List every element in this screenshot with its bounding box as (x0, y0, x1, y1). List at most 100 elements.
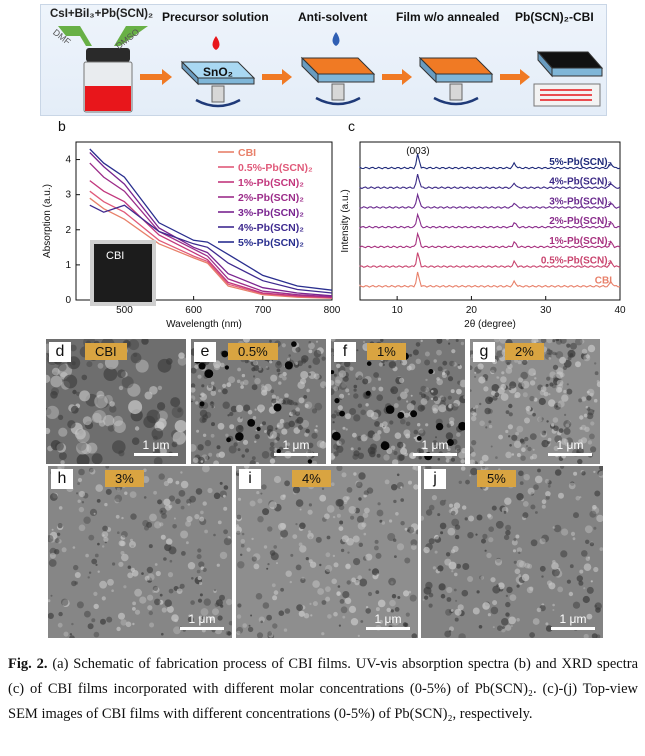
sem-scale-bar: 1 μm (548, 438, 592, 456)
sem-texture (236, 466, 418, 638)
sem-panel-j: j 5% 1 μm (421, 466, 603, 638)
absorption-chart: 500 600 700 800 0 1 2 3 4 Wavelength (nm) Absorpti… (42, 141, 341, 330)
sem-panel-h: h 3% 1 μm (48, 466, 232, 638)
process-arrow-3 (382, 69, 412, 85)
xrd-line-2 (359, 192, 621, 209)
sem-panel-letter: f (334, 342, 356, 362)
schematic-drawing (58, 26, 604, 113)
plot-frame (359, 141, 621, 301)
xrd-line-5 (359, 252, 621, 269)
xrd-series-label: 2%-Pb(SCN)₂ (549, 216, 612, 227)
reagents-label: CsI+BiI₃+Pb(SCN)₂ (50, 8, 154, 20)
x-tick-label: 800 (324, 305, 341, 316)
dmso-arrow (114, 26, 148, 46)
xrd-series-label: 1%-Pb(SCN)₂ (549, 236, 612, 247)
x-axis-label: Wavelength (nm) (166, 319, 242, 330)
substrate-antisolvent (300, 56, 376, 106)
substrate-cbi-annealed (533, 50, 604, 107)
vial-solution (85, 86, 131, 111)
sem-scale-line (366, 627, 410, 630)
xrd-series-label: CBI (595, 275, 612, 286)
sem-concentration-badge: 1% (367, 343, 406, 360)
x-tick-label: 30 (540, 305, 552, 316)
sem-concentration-badge: 5% (477, 470, 516, 487)
sno2-label: SnO₂ (203, 65, 233, 79)
sem-scale-line (274, 453, 318, 456)
cbi-film-photo: CBI (90, 240, 156, 306)
step-anti-solvent: Anti-solvent (298, 10, 368, 24)
sem-panel-e: e 0.5% 1 μm (191, 339, 326, 464)
step-film-unannealed: Film w/o annealed (396, 10, 500, 24)
y-axis-label: Absorption (a.u.) (42, 184, 53, 258)
caption-text: (a) Schematic of fabrication process of … (8, 656, 638, 722)
absorption-line-3 (89, 162, 333, 298)
sem-scale-label: 1 μm (374, 612, 402, 626)
sem-panel-d: d CBI 1 μm (46, 339, 186, 464)
y-tick-label: 2 (65, 225, 71, 236)
sem-scale-label: 1 μm (421, 438, 449, 452)
sem-concentration-badge: 2% (505, 343, 544, 360)
y-tick-label: 1 (65, 260, 71, 271)
sem-scale-bar: 1 μm (413, 438, 457, 456)
sem-scale-label: 1 μm (556, 438, 584, 452)
legend-entry: 3%-Pb(SCN)₂ (238, 207, 304, 219)
x-tick-label: 20 (466, 305, 478, 316)
sem-texture (470, 339, 600, 464)
sem-scale-line (134, 453, 178, 456)
sem-scale-bar: 1 μm (180, 612, 224, 630)
x-tick-label: 700 (254, 305, 271, 316)
sem-panel-letter: i (239, 469, 261, 489)
sem-scale-label: 1 μm (282, 438, 310, 452)
y-tick-label: 0 (65, 295, 71, 306)
xrd-line-3 (359, 212, 621, 229)
legend-entry: 4%-Pb(SCN)₂ (238, 222, 304, 234)
sem-texture (191, 339, 326, 464)
sem-texture (421, 466, 603, 638)
x-tick-label: 40 (614, 305, 626, 316)
xrd-series-label: 5%-Pb(SCN)₂ (549, 157, 612, 168)
sem-scale-bar: 1 μm (274, 438, 318, 456)
sem-concentration-badge: 4% (292, 470, 331, 487)
sem-scale-bar: 1 μm (366, 612, 410, 630)
x-tick-label: 10 (392, 305, 404, 316)
plot-frame (75, 141, 333, 301)
legend-entry: 5%-Pb(SCN)₂ (238, 237, 304, 249)
sem-panel-letter: d (49, 342, 71, 362)
xrd-line-4 (359, 231, 621, 249)
sem-scale-label: 1 μm (559, 612, 587, 626)
absorption-line-4 (89, 152, 333, 297)
panel-b-label: b (58, 118, 66, 134)
sem-scale-label: 1 μm (188, 612, 216, 626)
panel-c-label: c (348, 118, 355, 134)
sem-panel-f: f 1% 1 μm (331, 339, 465, 464)
process-arrow-1 (140, 69, 172, 85)
y-tick-label: 4 (65, 155, 71, 166)
precursor-drop-icon (212, 36, 220, 50)
absorption-line-0 (89, 197, 333, 299)
legend-entry: CBI (238, 147, 256, 159)
caption-label: Fig. 2. (8, 656, 48, 672)
absorption-line-5 (89, 204, 333, 294)
sem-panel-letter: g (473, 342, 495, 362)
legend-entry: 0.5%-Pb(SCN)₂ (238, 162, 313, 174)
x-tick-label: 600 (185, 305, 202, 316)
sem-scale-line (413, 453, 457, 456)
step-precursor-solution: Precursor solution (162, 10, 269, 24)
sem-concentration-badge: CBI (85, 343, 127, 360)
sem-texture (331, 339, 465, 464)
y-axis-label: Intensity (a.u.) (340, 189, 351, 252)
x-axis-label: 2θ (degree) (464, 319, 516, 330)
sem-panel-letter: e (194, 342, 216, 362)
step-pbscn2-cbi: Pb(SCN)₂-CBI (515, 10, 594, 24)
sem-scale-bar: 1 μm (134, 438, 178, 456)
xrd-line-0 (359, 153, 621, 170)
figure-caption: Fig. 2. (a) Schematic of fabrication pro… (8, 652, 638, 727)
sem-panel-letter: h (51, 469, 73, 489)
peak-label: (003) (406, 146, 429, 157)
y-tick-label: 3 (65, 190, 71, 201)
sem-panel-letter: j (424, 469, 446, 489)
x-tick-label: 500 (116, 305, 133, 316)
sem-texture (46, 339, 186, 464)
sem-panel-i: i 4% 1 μm (236, 466, 418, 638)
inset-label: CBI (106, 250, 125, 262)
